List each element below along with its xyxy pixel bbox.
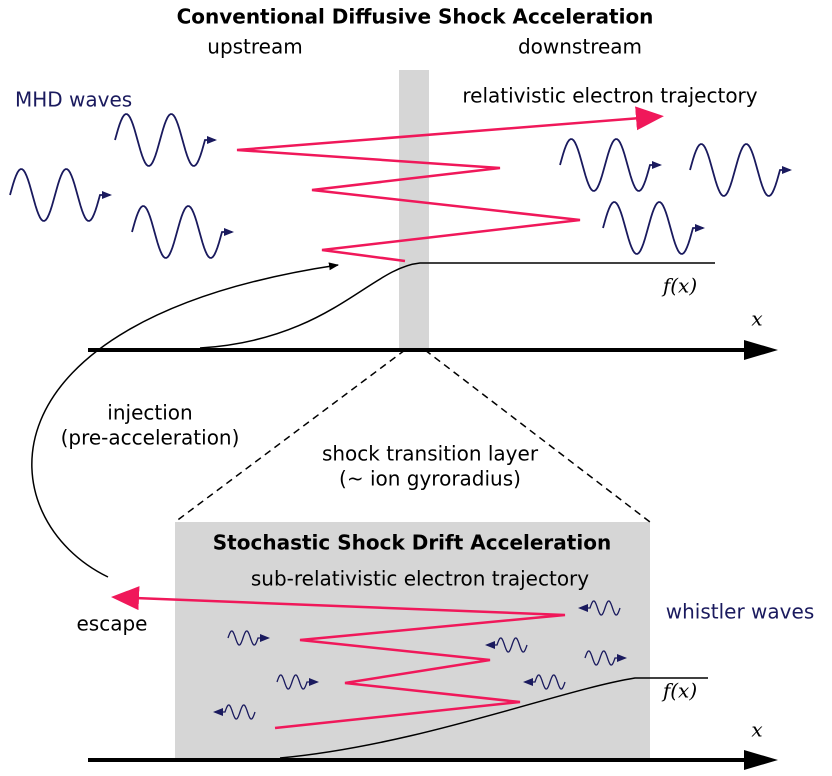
label: downstream	[518, 35, 642, 59]
wave	[276, 674, 319, 690]
distribution-curve	[279, 677, 708, 759]
wave	[689, 143, 792, 197]
wave	[523, 674, 566, 690]
title: Stochastic Shock Drift Acceleration	[213, 531, 611, 555]
wave	[114, 113, 217, 167]
wave	[578, 600, 621, 616]
label: x	[751, 718, 762, 742]
zoom-line	[424, 349, 651, 523]
zoom-box	[175, 522, 650, 760]
wave	[213, 704, 256, 720]
label: whistler waves	[666, 600, 814, 624]
label: shock transition layer	[322, 442, 539, 466]
label: sub-relativistic electron trajectory	[251, 567, 589, 591]
shock-layer	[399, 70, 429, 350]
trajectory	[111, 586, 566, 730]
distribution-curve	[199, 262, 715, 349]
trajectory	[236, 106, 664, 263]
label: f(x)	[661, 274, 697, 298]
label: (pre-acceleration)	[61, 426, 240, 450]
wave	[584, 650, 627, 666]
label: f(x)	[661, 679, 697, 703]
injection-arrow	[31, 262, 339, 578]
wave	[485, 637, 528, 653]
label: upstream	[207, 35, 302, 59]
layout	[31, 70, 778, 770]
label: escape	[77, 612, 148, 636]
waves	[9, 113, 792, 720]
label: relativistic electron trajectory	[462, 84, 757, 108]
label: (~ ion gyroradius)	[339, 467, 521, 491]
wave	[9, 168, 112, 222]
wave	[559, 138, 662, 192]
title: Conventional Diffusive Shock Acceleratio…	[177, 5, 654, 29]
label: x	[751, 307, 762, 331]
wave	[227, 630, 270, 646]
wave	[602, 201, 705, 255]
wave	[131, 205, 234, 259]
label: MHD waves	[15, 88, 132, 112]
label: injection	[107, 401, 192, 425]
